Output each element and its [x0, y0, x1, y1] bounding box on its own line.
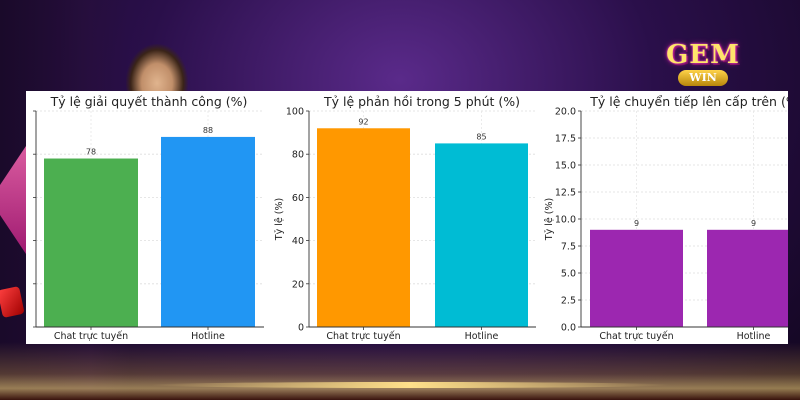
stage-light-streak: [150, 382, 670, 388]
y-tick-label: 100: [286, 107, 304, 118]
charts-panel: 78 Chat trực tuyến 88 Hotline Tỷ lệ giải quy…: [26, 91, 788, 344]
data-label: 88: [203, 126, 213, 135]
stage-floor-glow: [0, 342, 800, 400]
bar: [590, 229, 683, 327]
y-tick-label: 17.5: [555, 134, 576, 145]
data-label: 9: [751, 219, 756, 228]
charts-canvas: 78 Chat trực tuyến 88 Hotline Tỷ lệ giải quy…: [33, 94, 788, 342]
y-tick-label: 15.0: [555, 161, 576, 172]
x-tick-label: Hotline: [465, 331, 499, 342]
y-tick-label: 60: [292, 193, 304, 204]
y-axis-label: Tỷ lệ (%): [544, 198, 555, 241]
logo-wordmark: GEM: [666, 40, 740, 70]
chart-title: Tỷ lệ giải quyết thành công (%): [50, 94, 248, 109]
y-tick-label: 80: [292, 150, 304, 161]
y-tick-label: 0: [298, 323, 304, 334]
bar: [707, 229, 788, 327]
chart-title: Tỷ lệ phản hồi trong 5 phút (%): [323, 94, 520, 109]
y-tick-label: 12.5: [555, 188, 576, 199]
y-tick-label: 40: [292, 236, 304, 247]
y-tick-label: 20.0: [555, 107, 576, 118]
data-label: 85: [476, 132, 486, 141]
x-tick-label: Chat trực tuyến: [54, 331, 128, 342]
brand-logo: GEM WIN: [660, 40, 746, 90]
x-tick-label: Hotline: [737, 331, 771, 342]
x-tick-label: Hotline: [191, 331, 225, 342]
data-label: 9: [634, 219, 639, 228]
y-tick-label: 10.0: [555, 215, 576, 226]
y-tick-label: 7.5: [561, 242, 576, 253]
y-tick-label: 2.5: [561, 296, 576, 307]
data-label: 92: [358, 117, 368, 126]
y-tick-label: 0.0: [561, 323, 576, 334]
y-tick-label: 5.0: [561, 269, 576, 280]
chart-title: Tỷ lệ chuyển tiếp lên cấp trên (%: [589, 94, 788, 109]
y-tick-label: 20: [292, 279, 304, 290]
x-tick-label: Chat trực tuyến: [599, 331, 673, 342]
logo-subtext: WIN: [678, 70, 728, 86]
bar: [317, 128, 410, 327]
bar: [161, 136, 255, 327]
bar: [44, 158, 138, 327]
x-tick-label: Chat trực tuyến: [326, 331, 400, 342]
bar: [435, 143, 528, 327]
y-axis-label: Tỷ lệ (%): [274, 198, 285, 241]
data-label: 78: [86, 148, 96, 157]
